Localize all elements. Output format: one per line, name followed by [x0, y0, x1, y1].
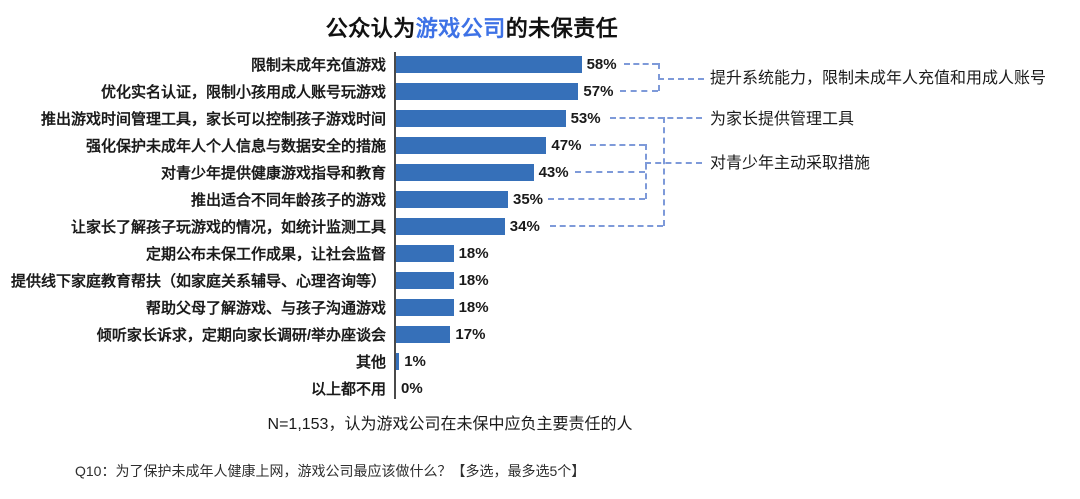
category-label: 以上都不用: [310, 381, 386, 398]
annotation-parent-tools: 为家长提供管理工具: [710, 111, 855, 128]
bar-row: 提供线下家庭教育帮扶（如家庭关系辅导、心理咨询等） 18%: [0, 267, 1080, 294]
bar-row: 其他 1%: [0, 348, 1080, 375]
connector-57-h: [620, 90, 658, 92]
value-label: 57%: [583, 83, 614, 100]
value-label: 18%: [458, 272, 489, 289]
chart-title: 公众认为游戏公司的未保责任: [0, 11, 944, 43]
bar: [396, 245, 454, 262]
bar: [396, 353, 400, 370]
category-label: 其他: [355, 354, 386, 371]
category-label: 推出适合不同年龄孩子的游戏: [190, 192, 386, 209]
annotation-boost-system: 提升系统能力，限制未成年人充值和用成人账号: [710, 70, 1047, 87]
bar-row: 定期公布未保工作成果，让社会监督 18%: [0, 240, 1080, 267]
bar-row: 帮助父母了解游戏、与孩子沟通游戏 18%: [0, 294, 1080, 321]
bar-row: 强化保护未成年人个人信息与数据安全的措施 47%: [0, 132, 1080, 159]
category-label: 对青少年提供健康游戏指导和教育: [160, 165, 386, 182]
connector-bracket1-v: [658, 63, 660, 91]
value-label: 58%: [586, 56, 617, 73]
chart-title-suffix: 的未保责任: [505, 16, 619, 41]
bar: [396, 83, 579, 100]
bar: [396, 272, 454, 289]
category-label: 让家长了解孩子玩游戏的情况，如统计监测工具: [70, 219, 386, 236]
connector-bracket3-v: [645, 144, 647, 199]
bar-chart: 限制未成年充值游戏 58% 优化实名认证，限制小孩用成人账号玩游戏 57% 推出游戏时间…: [0, 51, 1080, 402]
value-label: 18%: [458, 245, 489, 262]
axis-line: [394, 52, 396, 399]
value-label: 17%: [455, 326, 486, 343]
category-label: 优化实名认证，限制小孩用成人账号玩游戏: [100, 84, 386, 101]
bar-row: 以上都不用 0%: [0, 375, 1080, 402]
bar-row: 让家长了解孩子玩游戏的情况，如统计监测工具 34%: [0, 213, 1080, 240]
bar-row: 倾听家长诉求，定期向家长调研/举办座谈会 17%: [0, 321, 1080, 348]
connector-47-h: [590, 144, 645, 146]
connector-bracket2-v: [663, 117, 665, 226]
bar-row: 限制未成年充值游戏 58%: [0, 51, 1080, 78]
value-label: 0%: [401, 380, 423, 397]
survey-question-note: Q10：为了保护未成年人健康上网，游戏公司最应该做什么？【多选，最多选5个】: [75, 463, 586, 479]
connector-annotation3-h: [645, 162, 702, 164]
chart-title-highlight: 游戏公司: [415, 16, 506, 41]
bar: [396, 326, 451, 343]
bar-row: 推出适合不同年龄孩子的游戏 35%: [0, 186, 1080, 213]
annotation-proactive-measures: 对青少年主动采取措施: [710, 155, 871, 172]
connector-annotation1-h: [658, 78, 704, 80]
bar: [396, 137, 547, 154]
bar: [396, 110, 566, 127]
bar: [396, 299, 454, 316]
bar: [396, 56, 582, 73]
bar-row: 优化实名认证，限制小孩用成人账号玩游戏 57%: [0, 78, 1080, 105]
value-label: 35%: [513, 191, 544, 208]
value-label: 43%: [538, 164, 569, 181]
value-label: 53%: [570, 110, 601, 127]
bar: [396, 218, 505, 235]
category-label: 限制未成年充值游戏: [250, 57, 386, 74]
bar: [396, 191, 508, 208]
connector-53-h: [610, 117, 702, 119]
value-label: 18%: [458, 299, 489, 316]
category-label: 帮助父母了解游戏、与孩子沟通游戏: [145, 300, 386, 317]
value-label: 34%: [509, 218, 540, 235]
connector-43-h: [575, 171, 645, 173]
category-label: 推出游戏时间管理工具，家长可以控制孩子游戏时间: [40, 111, 386, 128]
bar-row: 推出游戏时间管理工具，家长可以控制孩子游戏时间 53%: [0, 105, 1080, 132]
value-label: 1%: [404, 353, 426, 370]
chart-title-prefix: 公众认为: [325, 16, 416, 41]
category-label: 定期公布未保工作成果，让社会监督: [145, 246, 386, 263]
bar-row: 对青少年提供健康游戏指导和教育 43%: [0, 159, 1080, 186]
connector-35-h: [548, 198, 645, 200]
category-label: 提供线下家庭教育帮扶（如家庭关系辅导、心理咨询等）: [10, 273, 386, 290]
category-label: 强化保护未成年人个人信息与数据安全的措施: [85, 138, 386, 155]
bar: [396, 164, 534, 181]
value-label: 47%: [551, 137, 582, 154]
connector-34-h: [550, 225, 663, 227]
connector-58-h: [624, 63, 658, 65]
category-label: 倾听家长诉求，定期向家长调研/举办座谈会: [96, 327, 386, 344]
sample-size-note: N=1,153，认为游戏公司在未保中应负主要责任的人: [267, 416, 633, 433]
